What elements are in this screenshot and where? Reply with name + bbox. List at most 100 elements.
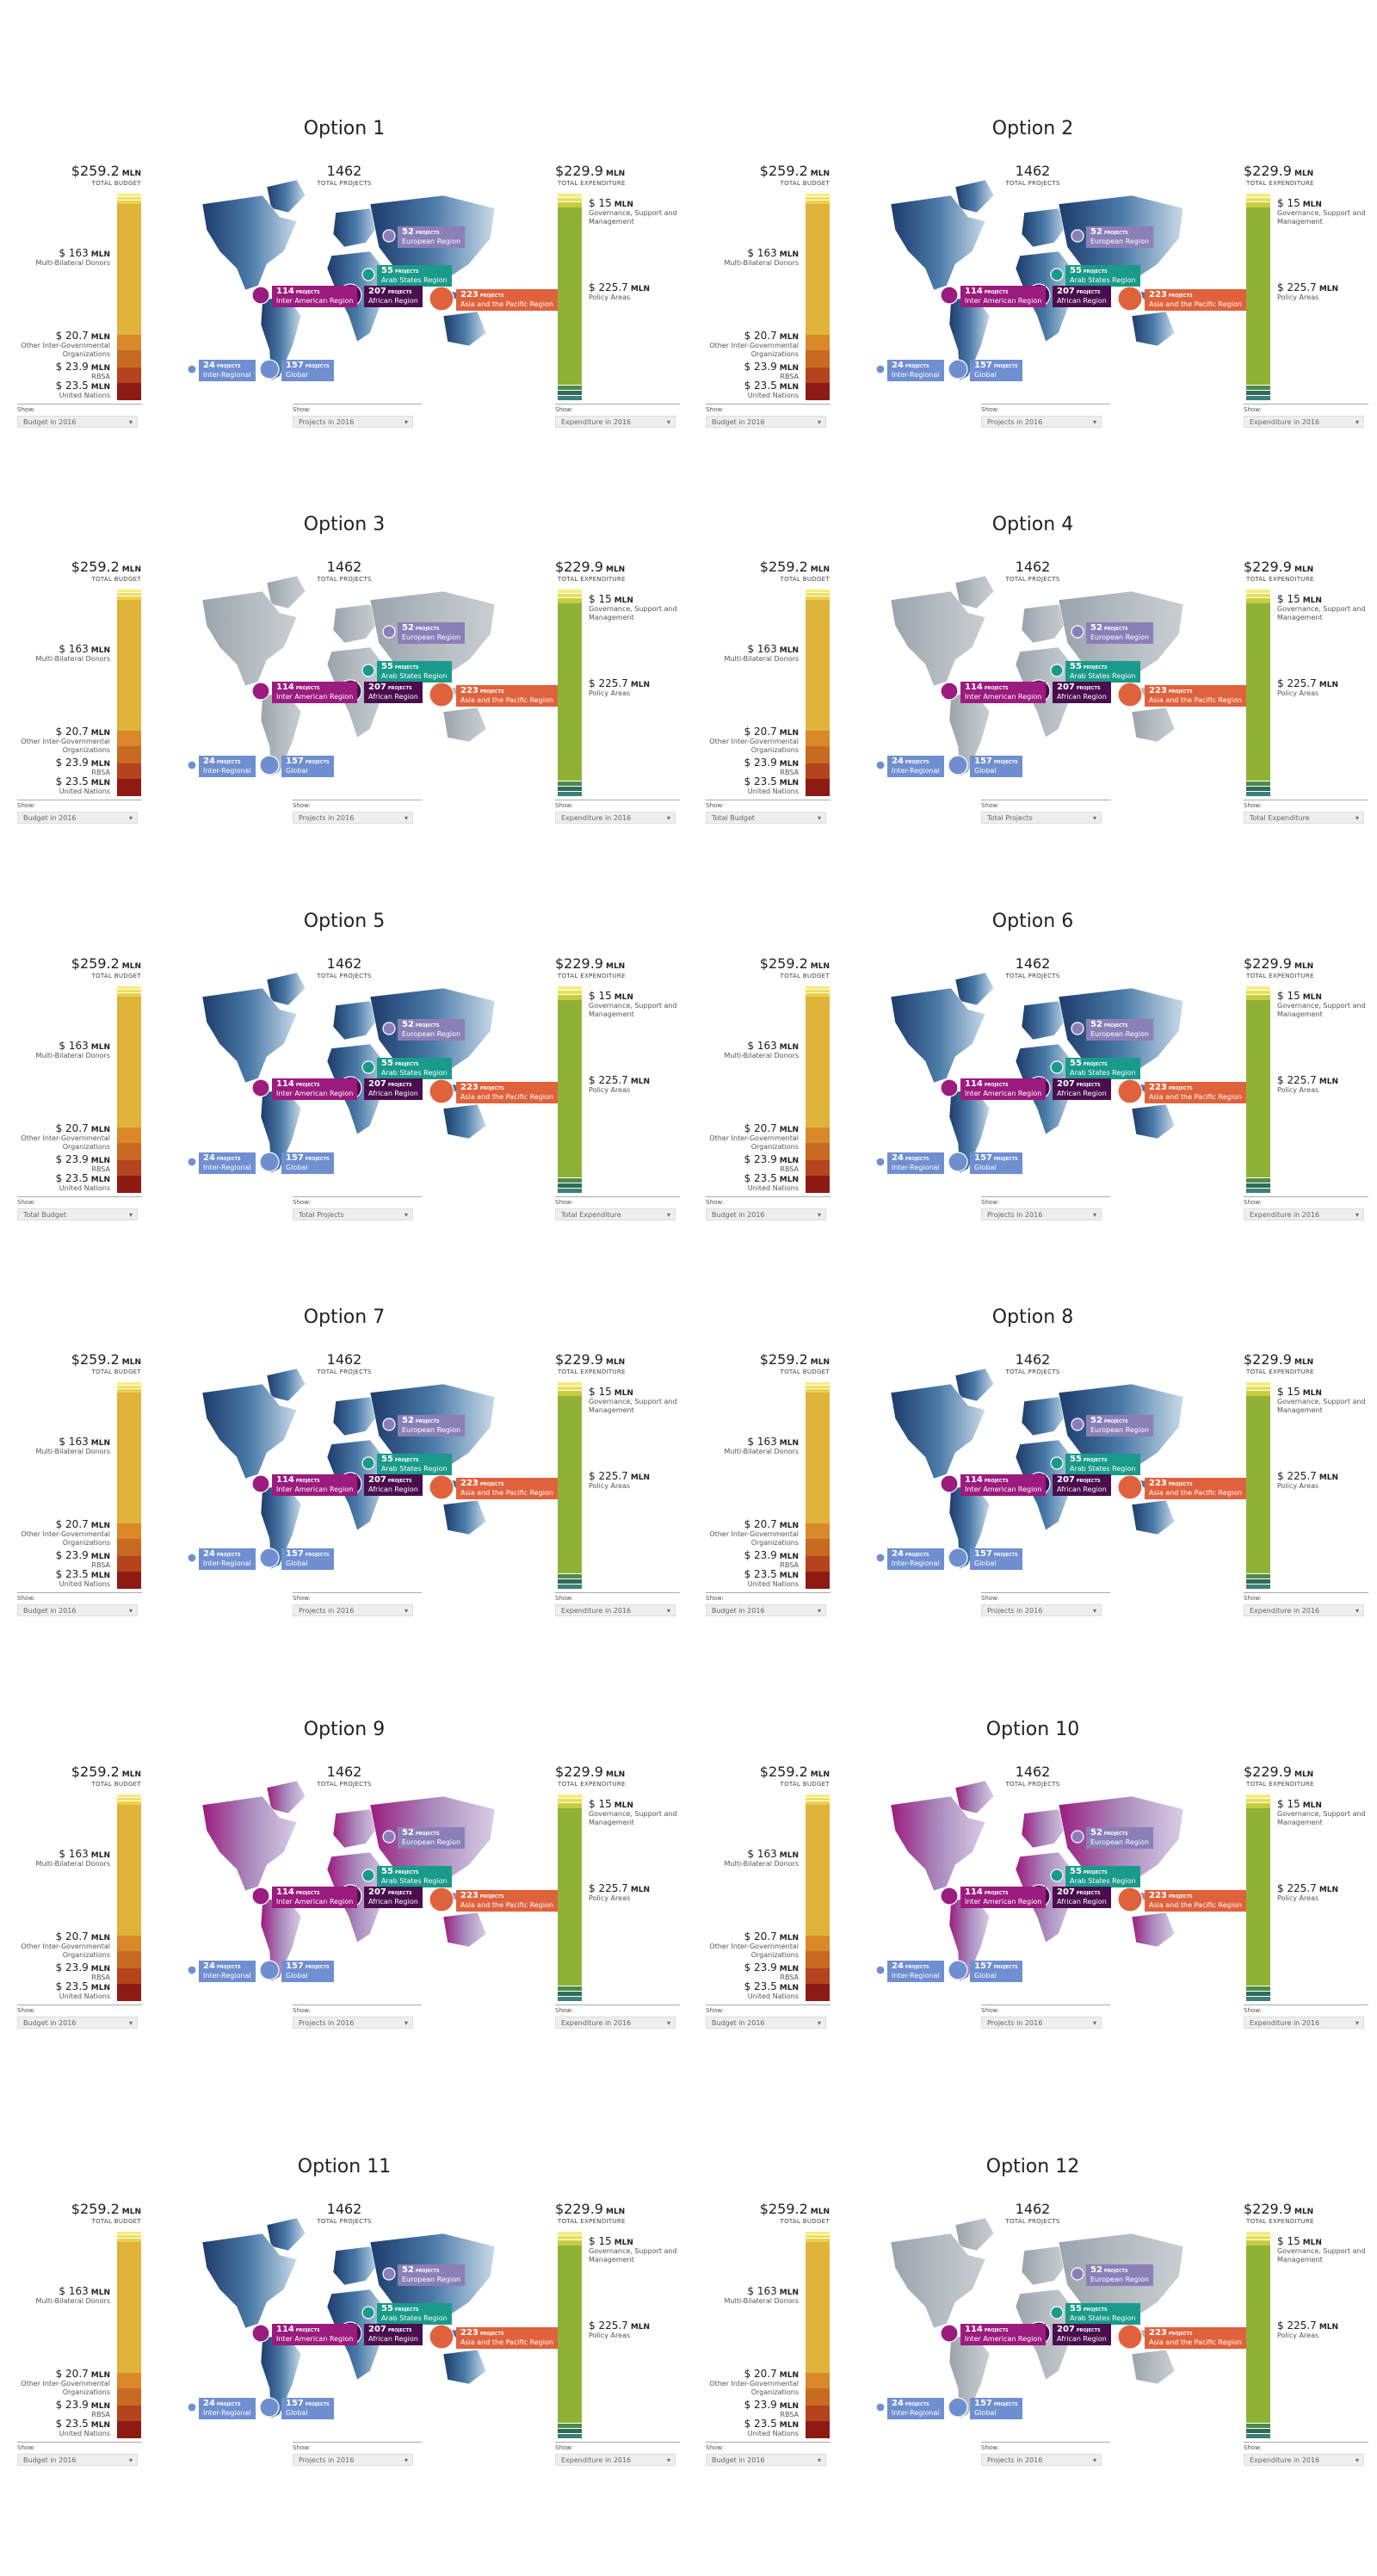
budget-select[interactable]: Budget in 2016 xyxy=(17,416,138,429)
projects-select[interactable]: Total Projects xyxy=(981,812,1102,825)
region-count-line: 114 PROJECTS xyxy=(276,1080,353,1090)
region-unit: PROJECTS xyxy=(387,2328,412,2333)
budget-segment xyxy=(117,1968,141,1984)
expenditure-segment xyxy=(1246,396,1270,400)
region-count: 55 xyxy=(1070,1059,1082,1068)
expenditure-select[interactable]: Expenditure in 2016 xyxy=(555,2017,676,2029)
amount: $ 23.9 MLN xyxy=(56,757,110,769)
expenditure-select[interactable]: Total Expenditure xyxy=(1244,812,1364,825)
region-label: 52 PROJECTS European Region xyxy=(398,622,466,644)
segment-name: Multi-Bilateral Donors xyxy=(724,1860,799,1868)
region-unit: PROJECTS xyxy=(1076,290,1101,295)
region-name: Inter American Region xyxy=(965,1090,1042,1097)
region-name: Inter-Regional xyxy=(203,1164,251,1171)
region-bubble xyxy=(259,1547,280,1568)
amount-value: $ 20.7 xyxy=(744,726,777,738)
projects-select[interactable]: Projects in 2016 xyxy=(293,812,413,825)
segment-name: Governance, Support and Management xyxy=(589,2247,677,2264)
projects-select[interactable]: Projects in 2016 xyxy=(981,1604,1102,1617)
expenditure-segment xyxy=(558,781,582,786)
projects-select[interactable]: Projects in 2016 xyxy=(293,1604,413,1617)
amount: $ 225.7 MLN xyxy=(589,677,650,689)
segment-name: Multi-Bilateral Donors xyxy=(35,1860,110,1868)
projects-select[interactable]: Projects in 2016 xyxy=(981,1208,1102,1221)
budget-segment xyxy=(117,1393,141,1523)
region-name: Global xyxy=(286,2409,308,2417)
region-count-line: 114 PROJECTS xyxy=(965,1476,1041,1486)
budget-segment xyxy=(117,1539,141,1556)
expenditure-select[interactable]: Expenditure in 2016 xyxy=(1244,1604,1364,1617)
region-count: 207 xyxy=(368,1079,386,1089)
budget-select[interactable]: Budget in 2016 xyxy=(17,1604,138,1617)
budget-select[interactable]: Budget in 2016 xyxy=(17,2454,138,2467)
region-label: 207 PROJECTS African Region xyxy=(364,682,423,703)
expenditure-select[interactable]: Expenditure in 2016 xyxy=(1244,416,1364,429)
region-name: Inter American Region xyxy=(965,1898,1042,1906)
budget-select[interactable]: Budget in 2016 xyxy=(706,2454,826,2467)
divider xyxy=(1244,1592,1368,1593)
budget-select[interactable]: Budget in 2016 xyxy=(706,1604,826,1617)
region-name: African Region xyxy=(1057,2335,1107,2343)
amount-unit: MLN xyxy=(90,1965,110,1974)
region-name: African Region xyxy=(368,1898,418,1906)
expenditure-select[interactable]: Expenditure in 2016 xyxy=(1244,2017,1364,2029)
projects-select[interactable]: Projects in 2016 xyxy=(981,2017,1102,2029)
region-label: 223 PROJECTS Asia and the Pacific Region xyxy=(456,2327,558,2349)
budget-segment xyxy=(117,197,141,200)
projects-select[interactable]: Projects in 2016 xyxy=(293,416,413,429)
region-bubble xyxy=(875,1553,886,1563)
expenditure-segment xyxy=(1246,2236,1270,2239)
region-count-line: 207 PROJECTS xyxy=(1057,1476,1107,1486)
budget-select[interactable]: Budget in 2016 xyxy=(706,1208,826,1221)
expenditure-label: TOTAL EXPENDITURE xyxy=(1246,1368,1314,1375)
region-count-line: 24 PROJECTS xyxy=(203,1154,251,1164)
continent xyxy=(954,1368,995,1402)
region-bubble xyxy=(187,364,197,374)
budget-select[interactable]: Total Budget xyxy=(17,1208,138,1221)
divider xyxy=(555,1196,680,1197)
continent xyxy=(442,1912,487,1948)
amount-value: $ 15 xyxy=(589,197,612,209)
projects-select[interactable]: Projects in 2016 xyxy=(293,2454,413,2467)
region-count: 114 xyxy=(965,683,983,692)
projects-select[interactable]: Projects in 2016 xyxy=(293,2017,413,2029)
expenditure-select[interactable]: Expenditure in 2016 xyxy=(1244,1208,1364,1221)
amount-value: $ 23.9 xyxy=(744,2399,777,2411)
expenditure-select[interactable]: Expenditure in 2016 xyxy=(555,812,676,825)
amount: $ 23.9 MLN xyxy=(744,1153,799,1165)
show-label: Show: xyxy=(17,2007,35,2014)
budget-select[interactable]: Budget in 2016 xyxy=(17,812,138,825)
expenditure-select[interactable]: Expenditure in 2016 xyxy=(555,1604,676,1617)
amount-unit: MLN xyxy=(1302,1389,1322,1398)
amount-value: $ 15 xyxy=(589,1798,612,1810)
region-count-line: 157 PROJECTS xyxy=(286,1550,330,1560)
segment-name: Multi-Bilateral Donors xyxy=(35,1052,110,1059)
amount-value: $ 225.7 xyxy=(589,1074,628,1086)
expenditure-select[interactable]: Expenditure in 2016 xyxy=(1244,2454,1364,2467)
budget-select[interactable]: Budget in 2016 xyxy=(706,2017,826,2029)
amount: $ 163 MLN xyxy=(59,1040,110,1052)
region-unit: PROJECTS xyxy=(479,1086,504,1091)
region-count: 207 xyxy=(368,1887,386,1897)
expenditure-select[interactable]: Expenditure in 2016 xyxy=(555,2454,676,2467)
budget-select[interactable]: Total Budget xyxy=(706,812,826,825)
show-label: Show: xyxy=(555,802,573,809)
amount-value: $ 23.9 xyxy=(55,757,89,769)
budget-segment xyxy=(806,1389,830,1393)
budget-segment xyxy=(806,1127,830,1143)
budget-select[interactable]: Budget in 2016 xyxy=(706,416,826,429)
projects-select[interactable]: Total Projects xyxy=(293,1208,413,1221)
projects-select[interactable]: Projects in 2016 xyxy=(981,2454,1102,2467)
region-label: 223 PROJECTS Asia and the Pacific Region xyxy=(456,685,558,707)
amount: $ 225.7 MLN xyxy=(1277,677,1338,689)
amount-unit: MLN xyxy=(90,2289,110,2297)
continent xyxy=(266,1780,306,1814)
expenditure-bar xyxy=(1246,1795,1270,2001)
projects-select[interactable]: Projects in 2016 xyxy=(981,416,1102,429)
expenditure-select[interactable]: Total Expenditure xyxy=(555,1208,676,1221)
show-label: Show: xyxy=(1244,2444,1262,2451)
budget-segment xyxy=(117,2388,141,2406)
region-label: 114 PROJECTS Inter American Region xyxy=(960,1887,1047,1908)
budget-select[interactable]: Budget in 2016 xyxy=(17,2017,138,2029)
expenditure-select[interactable]: Expenditure in 2016 xyxy=(555,416,676,429)
